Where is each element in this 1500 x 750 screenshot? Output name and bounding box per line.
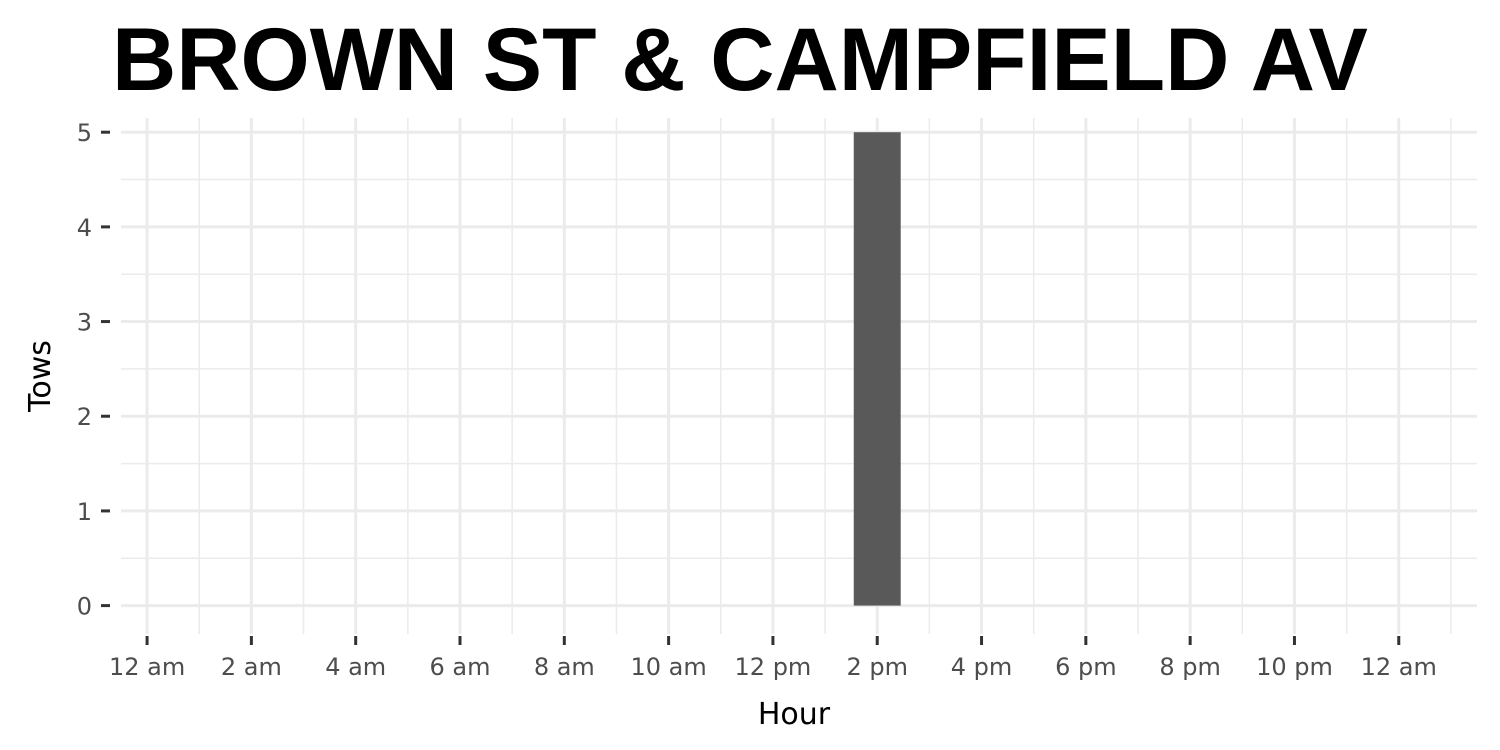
x-axis: 12 am 2 am 4 am 6 am 8 am 10 am 12 pm 2 pm 4 pm 6…: [109, 636, 1437, 681]
y-tick-label: 1: [77, 498, 92, 526]
bar-14: [853, 132, 901, 606]
x-tick-label: 12 am: [1361, 653, 1437, 681]
x-tick-label: 6 am: [430, 653, 491, 681]
y-tick-label: 5: [77, 119, 92, 147]
x-tick-label: 6 pm: [1055, 653, 1117, 681]
y-tick-label: 3: [77, 309, 92, 337]
x-tick-label: 12 am: [109, 653, 185, 681]
x-tick-label: 8 pm: [1159, 653, 1221, 681]
grid-lines: [121, 118, 1477, 634]
x-tick-label: 12 pm: [735, 653, 812, 681]
x-tick-label: 4 pm: [951, 653, 1013, 681]
y-tick-label: 0: [77, 593, 92, 621]
x-tick-label: 8 am: [534, 653, 595, 681]
x-tick-label: 2 pm: [846, 653, 908, 681]
x-tick-label: 4 am: [325, 653, 386, 681]
y-tick-label: 2: [77, 403, 92, 431]
x-tick-label: 2 am: [221, 653, 282, 681]
x-tick-label: 10 pm: [1256, 653, 1333, 681]
x-tick-label: 10 am: [630, 653, 706, 681]
x-axis-title: Hour: [758, 697, 831, 732]
bars: [853, 132, 901, 606]
y-axis: 0 1 2 3 4 5: [77, 119, 110, 621]
y-tick-label: 4: [77, 214, 92, 242]
y-axis-title: Tows: [23, 340, 58, 413]
chart-title: BROWN ST & CAMPFIELD AV: [112, 9, 1368, 109]
